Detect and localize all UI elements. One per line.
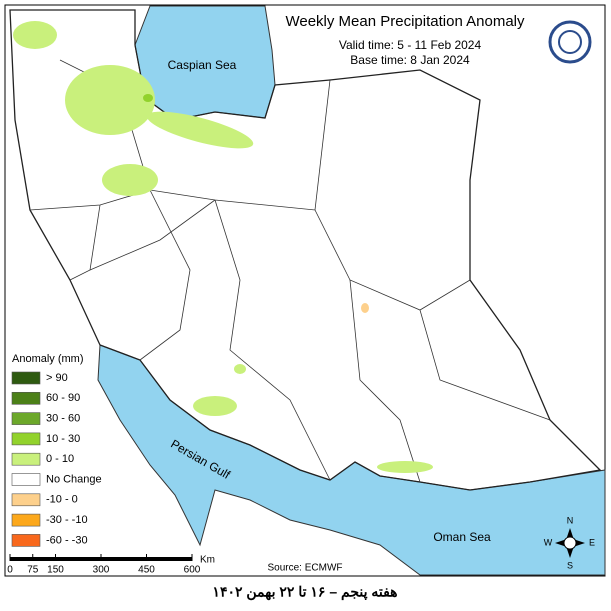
valid-time: Valid time: 5 - 11 Feb 2024 <box>339 38 482 52</box>
scale-label: 600 <box>184 565 201 576</box>
legend-label: 0 - 10 <box>46 453 74 465</box>
legend-swatch <box>11 493 41 507</box>
anomaly-areas <box>13 21 433 473</box>
provinces <box>29 59 551 483</box>
legend-swatch <box>11 473 41 486</box>
legend-swatch <box>11 513 41 527</box>
legend-label: -30 - -10 <box>46 514 88 526</box>
scale-label: 150 <box>47 565 64 576</box>
scale-label: 0 <box>7 565 13 576</box>
title: Weekly Mean Precipitation Anomaly <box>285 13 525 30</box>
legend-swatch <box>11 452 41 466</box>
legend-swatch <box>11 371 41 385</box>
scale-unit: Km <box>200 555 215 566</box>
base-time: Base time: 8 Jan 2024 <box>350 53 470 67</box>
country-border <box>9 9 602 491</box>
sea-label: Oman Sea <box>433 530 491 544</box>
legend-label: 60 - 90 <box>46 392 80 404</box>
scale-label: 75 <box>27 565 39 576</box>
footer: هفته پنجم – ۱۶ تا ۲۲ بهمن ۱۴۰۲ <box>212 584 397 601</box>
compass-n: N <box>567 515 574 525</box>
legend-label: -60 - -30 <box>46 534 88 546</box>
legend-swatch <box>11 391 41 405</box>
compass-w: W <box>544 537 553 547</box>
legend-swatch <box>11 534 41 547</box>
legend-title: Anomaly (mm) <box>12 353 84 365</box>
legend-label: 30 - 60 <box>46 413 80 425</box>
compass-e: E <box>589 537 595 547</box>
legend-label: > 90 <box>46 372 68 384</box>
compass-s: S <box>567 560 573 570</box>
sea-label: Caspian Sea <box>168 58 237 72</box>
legend-swatch <box>11 432 41 446</box>
legend-swatch <box>11 412 41 425</box>
legend-label: -10 - 0 <box>46 494 78 506</box>
scale-label: 300 <box>93 565 110 576</box>
compass: N S E W <box>544 515 595 570</box>
legend-label: No Change <box>46 473 102 485</box>
logo <box>548 20 592 64</box>
legend-label: 10 - 30 <box>46 433 80 445</box>
source: Source: ECMWF <box>267 563 342 574</box>
scale-label: 450 <box>138 565 155 576</box>
